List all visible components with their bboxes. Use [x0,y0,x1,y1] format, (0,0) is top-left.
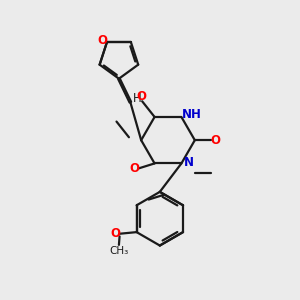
Text: NH: NH [182,108,202,121]
Text: O: O [98,34,108,47]
Text: O: O [211,134,221,147]
Text: CH₃: CH₃ [109,246,128,256]
Text: N: N [184,156,194,169]
Text: O: O [129,162,139,175]
Text: H: H [133,92,141,105]
Text: O: O [136,90,146,103]
Text: O: O [110,226,120,240]
